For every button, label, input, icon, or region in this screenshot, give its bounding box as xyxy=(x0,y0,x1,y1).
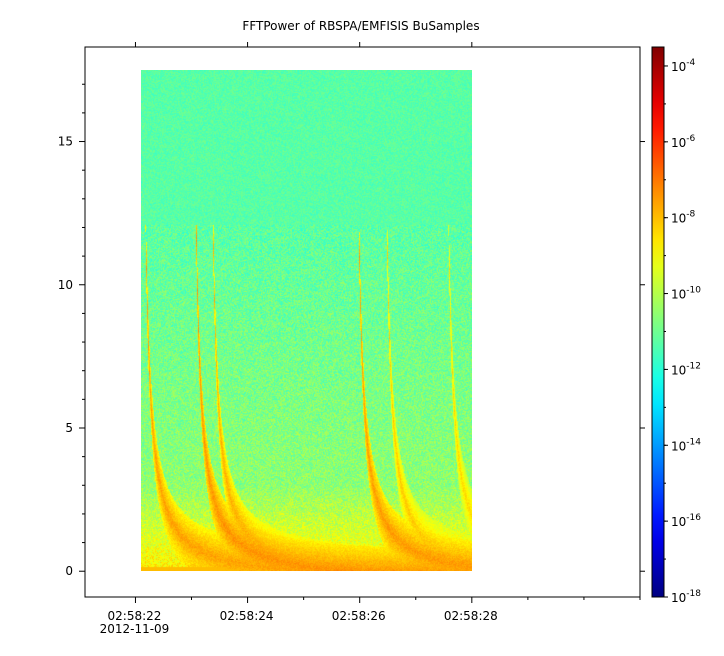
colorbar-tick-label: 10-6 xyxy=(671,134,696,150)
colorbar-tick-label: 10-10 xyxy=(671,286,701,302)
y-tick-label: 15 xyxy=(58,135,73,149)
colorbar-tick-label: 10-8 xyxy=(671,210,696,226)
y-tick-label: 0 xyxy=(65,564,73,578)
colorbar-tick-label: 10-18 xyxy=(671,589,701,605)
colorbar-tick-label: 10-4 xyxy=(671,58,696,74)
spectrogram-raster xyxy=(141,70,472,571)
x-tick-label: 02:58:24 xyxy=(220,609,274,623)
chart-title: FFTPower of RBSPA/EMFISIS BuSamples xyxy=(242,19,479,33)
spectrogram-image xyxy=(141,70,472,571)
colorbar-tick-label: 10-16 xyxy=(671,513,701,529)
y-tick-label: 5 xyxy=(65,421,73,435)
y-tick-label: 10 xyxy=(58,278,73,292)
x-tick-label: 02:58:28 xyxy=(444,609,498,623)
colorbar-tick-label: 10-12 xyxy=(671,361,701,377)
colorbar-gradient xyxy=(651,46,665,598)
x-tick-label: 02:58:22 xyxy=(108,609,162,623)
x-tick-label: 02:58:26 xyxy=(332,609,386,623)
x-tick-sublabel: 2012-11-09 xyxy=(100,622,170,636)
colorbar-tick-label: 10-14 xyxy=(671,437,701,453)
colorbar: 10-18 10-16 10-14 10-12 10-10 10-8 10-6 10-4 xyxy=(651,46,701,605)
